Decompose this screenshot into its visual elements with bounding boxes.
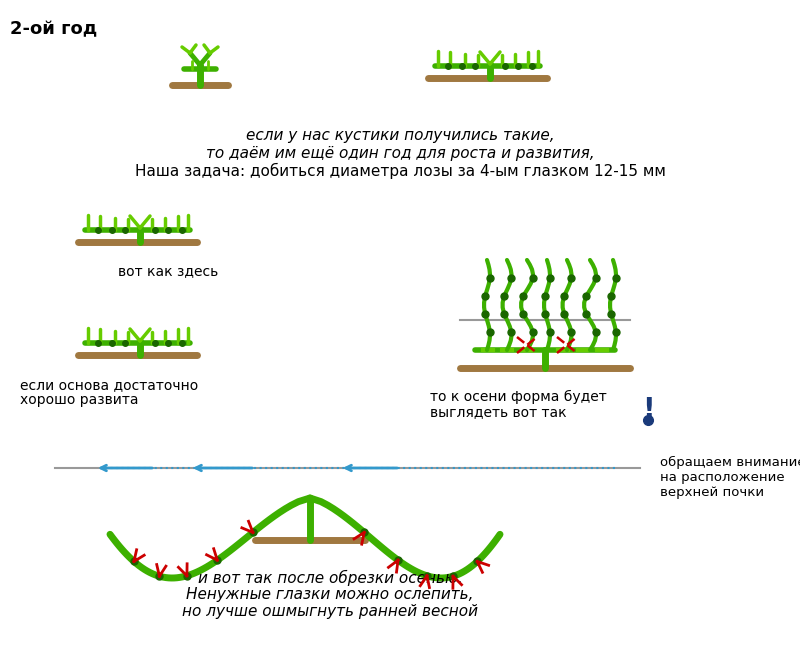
Text: если основа достаточно: если основа достаточно: [20, 378, 198, 392]
Text: то к осени форма будет: то к осени форма будет: [430, 390, 606, 404]
Text: 2-ой год: 2-ой год: [10, 20, 98, 38]
Text: но лучше ошмыгнуть ранней весной: но лучше ошмыгнуть ранней весной: [182, 604, 478, 619]
Text: то даём им ещё один год для роста и развития,: то даём им ещё один год для роста и разв…: [206, 146, 594, 161]
Text: обращаем внимание: обращаем внимание: [660, 456, 800, 469]
Text: вот как здесь: вот как здесь: [118, 264, 218, 278]
Text: Ненужные глазки можно ослепить,: Ненужные глазки можно ослепить,: [186, 587, 474, 602]
Text: хорошо развита: хорошо развита: [20, 393, 138, 407]
Text: выглядеть вот так: выглядеть вот так: [430, 405, 566, 419]
Text: Наша задача: добиться диаметра лозы за 4-ым глазком 12-15 мм: Наша задача: добиться диаметра лозы за 4…: [134, 163, 666, 179]
Text: если у нас кустики получились такие,: если у нас кустики получились такие,: [246, 128, 554, 143]
Text: и вот так после обрезки осенью.: и вот так после обрезки осенью.: [198, 570, 462, 586]
Text: верхней почки: верхней почки: [660, 486, 764, 499]
Text: !: !: [642, 396, 654, 424]
Text: на расположение: на расположение: [660, 471, 785, 484]
